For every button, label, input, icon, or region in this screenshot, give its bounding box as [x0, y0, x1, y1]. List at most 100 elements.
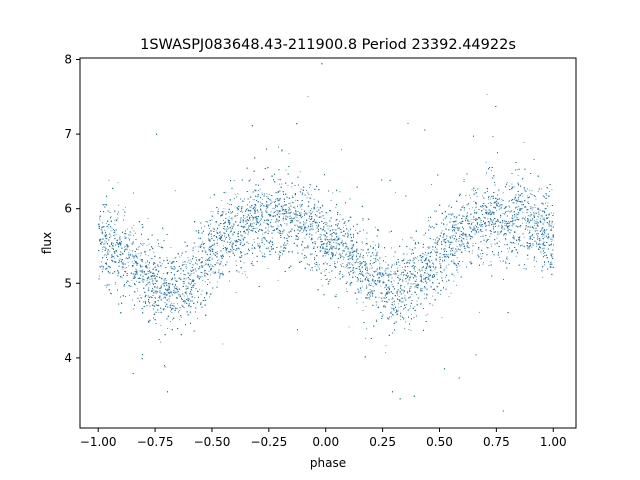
data-point — [439, 267, 441, 269]
data-point — [223, 211, 225, 213]
data-point — [435, 290, 437, 292]
data-point — [185, 274, 186, 276]
data-point — [106, 286, 108, 288]
data-point — [108, 179, 110, 181]
data-point — [460, 231, 462, 233]
data-point — [421, 257, 423, 259]
data-point — [307, 227, 309, 229]
data-point — [541, 228, 543, 230]
data-point — [220, 263, 222, 264]
data-point — [356, 261, 357, 263]
data-point — [505, 260, 506, 262]
data-point — [328, 240, 330, 242]
data-point — [499, 205, 501, 207]
data-point — [301, 194, 303, 196]
data-point — [417, 256, 418, 258]
data-point — [229, 211, 231, 213]
data-point — [366, 287, 368, 288]
data-point — [371, 266, 373, 268]
data-point — [551, 189, 553, 191]
data-point — [170, 247, 172, 249]
data-point — [300, 230, 301, 232]
data-point — [210, 274, 211, 276]
data-point — [184, 301, 186, 303]
data-point — [501, 222, 503, 223]
data-point — [317, 266, 319, 268]
data-point — [216, 244, 218, 246]
data-point — [179, 310, 180, 312]
data-point — [295, 210, 296, 211]
data-point — [500, 206, 502, 208]
data-point — [185, 278, 187, 280]
data-point — [324, 222, 326, 224]
data-point — [415, 258, 417, 260]
data-point — [379, 266, 381, 268]
data-point — [380, 285, 382, 287]
data-point — [544, 255, 545, 257]
data-point — [343, 275, 345, 277]
data-point — [232, 217, 234, 219]
data-point — [405, 274, 407, 276]
data-point — [104, 242, 106, 244]
data-point — [287, 184, 289, 186]
data-point — [271, 237, 273, 239]
data-point — [532, 243, 534, 244]
data-point — [448, 206, 450, 207]
data-point — [301, 227, 303, 229]
data-point — [537, 236, 539, 237]
data-point — [464, 249, 466, 251]
data-point — [222, 245, 224, 247]
data-point — [490, 198, 491, 200]
data-point — [325, 239, 327, 241]
data-point — [455, 240, 457, 242]
data-point — [535, 196, 536, 197]
data-point — [261, 213, 263, 215]
data-point — [345, 244, 347, 246]
data-point — [339, 191, 341, 193]
data-point — [534, 266, 536, 268]
data-point — [456, 284, 457, 286]
data-point — [217, 281, 218, 283]
data-point — [339, 220, 340, 222]
data-point — [233, 180, 235, 181]
data-point — [107, 227, 109, 229]
data-point — [511, 183, 513, 185]
data-point — [272, 207, 274, 209]
data-point — [188, 278, 190, 280]
data-point — [533, 219, 535, 221]
data-point — [147, 264, 149, 266]
data-point — [401, 289, 403, 291]
data-point — [354, 229, 356, 231]
data-point — [100, 242, 102, 244]
data-point — [114, 220, 116, 222]
data-point — [545, 202, 546, 204]
data-point — [173, 290, 174, 292]
data-point — [489, 236, 491, 237]
data-point — [210, 223, 211, 225]
data-point — [126, 280, 128, 282]
data-point — [99, 217, 100, 219]
data-point — [139, 278, 141, 279]
data-point — [220, 263, 221, 265]
data-point — [296, 217, 298, 218]
data-point — [498, 240, 500, 242]
data-point — [308, 236, 310, 238]
data-point — [451, 253, 453, 254]
data-point — [185, 268, 187, 270]
data-point — [472, 222, 474, 223]
data-point — [154, 263, 156, 265]
data-point — [347, 232, 348, 234]
data-point — [154, 279, 156, 281]
data-point — [124, 215, 125, 217]
data-point — [388, 286, 390, 288]
data-point — [203, 246, 205, 248]
data-point — [180, 317, 182, 318]
data-point — [391, 302, 393, 303]
data-point — [405, 281, 407, 282]
data-point — [197, 246, 199, 248]
data-point — [204, 225, 205, 227]
data-point — [537, 208, 538, 210]
data-point — [243, 226, 245, 228]
data-point — [541, 227, 543, 229]
